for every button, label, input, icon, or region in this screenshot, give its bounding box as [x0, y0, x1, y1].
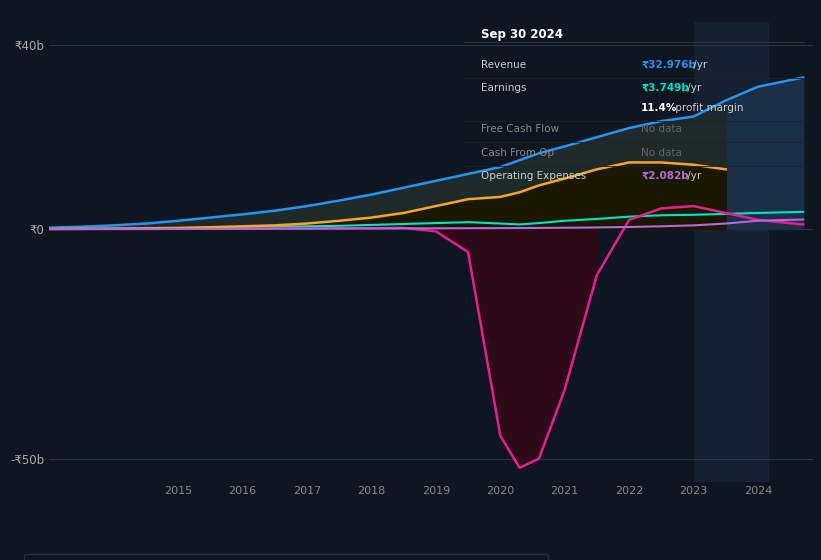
Text: profit margin: profit margin [672, 103, 743, 113]
Text: Earnings: Earnings [481, 83, 526, 93]
Text: /yr: /yr [684, 171, 701, 181]
Text: ₹32.976b: ₹32.976b [641, 60, 696, 70]
Text: /yr: /yr [684, 83, 701, 93]
Text: Free Cash Flow: Free Cash Flow [481, 124, 559, 134]
Text: 11.4%: 11.4% [641, 103, 677, 113]
Text: Sep 30 2024: Sep 30 2024 [481, 27, 563, 40]
Text: No data: No data [641, 124, 682, 134]
Text: ₹3.749b: ₹3.749b [641, 83, 689, 93]
Legend: Revenue, Earnings, Free Cash Flow, Cash From Op, Operating Expenses: Revenue, Earnings, Free Cash Flow, Cash … [25, 554, 548, 560]
Text: Operating Expenses: Operating Expenses [481, 171, 586, 181]
Bar [694, 22, 768, 482]
Text: Cash From Op: Cash From Op [481, 148, 554, 157]
Text: No data: No data [641, 148, 682, 157]
Text: Revenue: Revenue [481, 60, 526, 70]
Text: /yr: /yr [690, 60, 708, 70]
Text: ₹2.082b: ₹2.082b [641, 171, 689, 181]
